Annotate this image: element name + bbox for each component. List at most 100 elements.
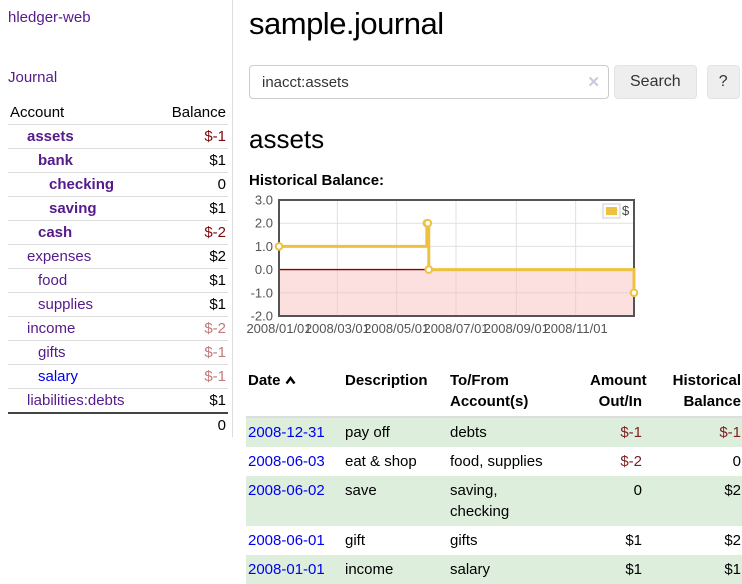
svg-text:3.0: 3.0 <box>255 193 273 208</box>
account-link[interactable]: checking <box>49 176 115 193</box>
search-button[interactable]: Search <box>614 65 697 99</box>
main-content: sample.journal ✕ Search ? assets Histori… <box>233 0 742 584</box>
svg-text:$: $ <box>622 203 630 218</box>
transaction-date-link[interactable]: 2008-06-01 <box>248 532 325 549</box>
account-balance: $-1 <box>204 368 226 385</box>
account-link[interactable]: assets <box>27 128 74 145</box>
transaction-balance: 0 <box>732 453 741 470</box>
historical-balance-chart: $3.0 2.0 1.0 0.0 -1.0 -2.0 2008/01/01 2008/03/0… <box>246 193 742 347</box>
account-row: salary $-1 <box>8 364 228 389</box>
transaction-date-link[interactable]: 2008-06-03 <box>248 453 325 470</box>
register-table: Date Description To/From Account(s) Amou… <box>246 367 742 584</box>
register-header-amount: Amount Out/In <box>588 367 647 418</box>
transaction-accounts: saving, checking <box>450 482 510 520</box>
account-link[interactable]: bank <box>38 152 74 169</box>
clear-search-icon[interactable]: ✕ <box>587 74 600 91</box>
chart-canvas: $3.0 2.0 1.0 0.0 -1.0 -2.02008/01/012008/03/0… <box>246 193 639 336</box>
account-link[interactable]: income <box>27 320 76 337</box>
register-header-description: Description <box>343 367 448 418</box>
account-link[interactable]: salary <box>38 368 79 385</box>
transaction-description: gift <box>345 532 366 549</box>
search-input[interactable] <box>249 65 609 99</box>
account-link[interactable]: gifts <box>38 344 66 361</box>
transaction-date-link[interactable]: 2008-01-01 <box>248 561 325 578</box>
account-row: expenses $2 <box>8 244 228 269</box>
account-row: saving $1 <box>8 196 228 221</box>
register-row: 2008-12-31 pay off debts $-1 $-1 <box>246 417 742 447</box>
chart-title: Historical Balance: <box>249 172 385 189</box>
transaction-balance: $-1 <box>719 424 741 441</box>
transaction-description: pay off <box>345 424 390 441</box>
account-heading: assets <box>249 124 325 154</box>
account-row: gifts $-1 <box>8 340 228 365</box>
transaction-description: save <box>345 482 377 499</box>
svg-text:2008/09/01: 2008/09/01 <box>484 321 549 336</box>
accounts-header-balance: Balance <box>171 104 226 121</box>
account-link[interactable]: cash <box>38 224 73 241</box>
transaction-accounts: gifts <box>450 532 478 549</box>
chevron-up-icon <box>285 370 296 391</box>
register-header-date[interactable]: Date <box>246 367 343 418</box>
accounts-header-row: Account Balance <box>8 101 228 125</box>
sidebar-item-journal[interactable]: Journal <box>8 69 58 86</box>
transaction-description: eat & shop <box>345 453 417 470</box>
account-balance: $-2 <box>204 320 226 337</box>
transaction-description: income <box>345 561 394 578</box>
page-title: sample.journal <box>249 6 444 41</box>
transaction-balance: $2 <box>724 532 741 549</box>
svg-text:2008/05/01: 2008/05/01 <box>364 321 429 336</box>
transaction-date-link[interactable]: 2008-12-31 <box>248 424 325 441</box>
account-balance: $-1 <box>204 344 226 361</box>
accounts-table: Account Balance assets $-1 bank $1 checking 0… <box>8 101 228 437</box>
transaction-balance: $2 <box>724 482 741 499</box>
sidebar: hledger-web Journal Account Balance asse… <box>0 0 233 437</box>
svg-text:1.0: 1.0 <box>255 239 273 254</box>
account-balance: $1 <box>209 152 226 169</box>
transaction-balance: $1 <box>724 561 741 578</box>
svg-text:-2.0: -2.0 <box>251 309 273 324</box>
svg-text:2008/07/01: 2008/07/01 <box>423 321 488 336</box>
svg-text:2.0: 2.0 <box>255 216 273 231</box>
register-row: 2008-06-02 save saving, checking 0 $2 <box>246 476 742 526</box>
account-balance: $1 <box>209 296 226 313</box>
register-header-accounts: To/From Account(s) <box>448 367 588 418</box>
help-button[interactable]: ? <box>706 65 740 99</box>
app-brand-link[interactable]: hledger-web <box>8 9 91 26</box>
register-row: 2008-01-01 income salary $1 $1 <box>246 555 742 584</box>
svg-text:-1.0: -1.0 <box>251 285 273 300</box>
accounts-header-account: Account <box>10 104 65 121</box>
account-balance: $1 <box>209 200 226 217</box>
account-row: liabilities:debts $1 <box>8 388 228 414</box>
register-row: 2008-06-03 eat & shop food, supplies $-2 0 <box>246 447 742 476</box>
register-header-balance: Historical Balance <box>644 367 742 418</box>
transaction-accounts: food, supplies <box>450 453 543 470</box>
transaction-amount: $-2 <box>620 453 642 470</box>
accounts-total-balance: 0 <box>217 417 226 434</box>
account-balance: 0 <box>217 176 226 193</box>
transaction-accounts: debts <box>450 424 487 441</box>
transaction-accounts: salary <box>450 561 491 578</box>
register-row: 2008-06-01 gift gifts $1 $2 <box>246 526 742 555</box>
accounts-total-row: 0 <box>8 413 228 437</box>
account-link[interactable]: food <box>38 272 68 289</box>
account-link[interactable]: expenses <box>27 248 92 265</box>
transaction-amount: $-1 <box>620 424 642 441</box>
account-link[interactable]: saving <box>49 200 97 217</box>
account-balance: $1 <box>209 272 226 289</box>
transaction-date-link[interactable]: 2008-06-02 <box>248 482 325 499</box>
account-balance: $-2 <box>204 224 226 241</box>
account-link[interactable]: supplies <box>38 296 94 313</box>
account-row: assets $-1 <box>8 124 228 149</box>
svg-text:2008/03/01: 2008/03/01 <box>305 321 370 336</box>
account-balance: $1 <box>209 392 226 409</box>
account-row: checking 0 <box>8 172 228 197</box>
search-bar: ✕ Search ? <box>249 65 742 99</box>
account-balance: $-1 <box>204 128 226 145</box>
register-header-row: Date Description To/From Account(s) Amou… <box>246 367 742 418</box>
account-row: income $-2 <box>8 316 228 341</box>
transaction-amount: 0 <box>633 482 642 499</box>
account-row: supplies $1 <box>8 292 228 317</box>
svg-text:2008/11/01: 2008/11/01 <box>544 321 608 336</box>
account-link[interactable]: liabilities:debts <box>27 392 125 409</box>
svg-text:0.0: 0.0 <box>255 262 273 277</box>
